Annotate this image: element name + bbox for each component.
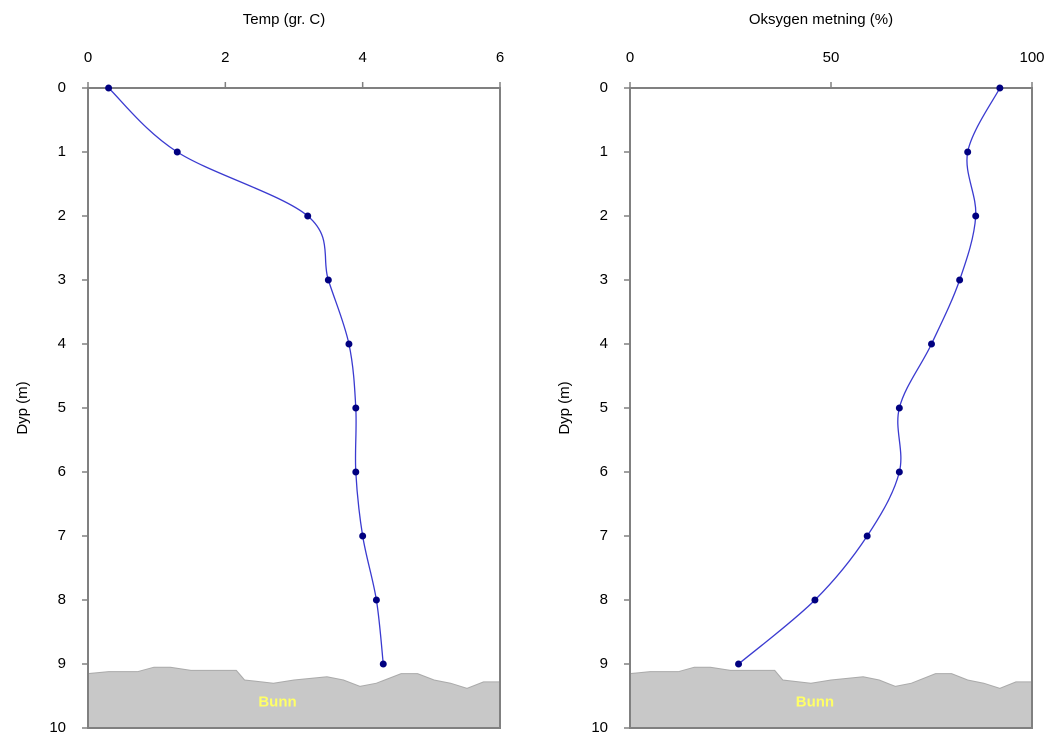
y-tick-label: 4	[600, 335, 608, 352]
y-tick-label: 2	[58, 207, 66, 224]
data-line	[108, 87, 384, 665]
y-axis-title: Dyp (m)	[14, 381, 31, 434]
y-tick-label: 7	[600, 527, 608, 544]
annotation: Bunn	[258, 693, 296, 710]
data-point	[379, 660, 387, 668]
data-point	[345, 340, 353, 348]
y-tick-label: 9	[58, 655, 66, 672]
x-tick-label: 50	[823, 49, 840, 66]
y-tick-label: 3	[600, 271, 608, 288]
data-point	[895, 404, 903, 412]
data-point	[173, 148, 181, 156]
y-tick-label: 7	[58, 527, 66, 544]
plot-frame	[629, 87, 1033, 729]
y-tick-label: 8	[58, 591, 66, 608]
y-tick-label: 10	[591, 719, 608, 736]
x-tick-label: 2	[221, 49, 229, 66]
x-tick-label: 100	[1019, 49, 1044, 66]
y-tick-label: 1	[600, 143, 608, 160]
data-point	[895, 468, 903, 476]
x-tick-label: 0	[626, 49, 634, 66]
x-tick-label: 6	[496, 49, 504, 66]
x-axis-title: Oksygen metning (%)	[749, 11, 893, 28]
data-point	[996, 84, 1004, 92]
data-point	[359, 532, 367, 540]
y-tick-label: 1	[58, 143, 66, 160]
y-tick-label: 3	[58, 271, 66, 288]
data-point	[372, 596, 380, 604]
ground	[87, 666, 501, 729]
annotation: Bunn	[796, 693, 834, 710]
data-point	[972, 212, 980, 220]
data-point	[324, 276, 332, 284]
data-point	[352, 404, 360, 412]
x-tick-label: 0	[84, 49, 92, 66]
y-tick-label: 8	[600, 591, 608, 608]
data-point	[956, 276, 964, 284]
y-tick-label: 6	[600, 463, 608, 480]
data-line	[738, 87, 1001, 665]
y-tick-label: 5	[600, 399, 608, 416]
data-point	[964, 148, 972, 156]
y-tick-label: 2	[600, 207, 608, 224]
data-point	[304, 212, 312, 220]
y-tick-label: 0	[58, 79, 66, 96]
data-point	[811, 596, 819, 604]
y-axis-title: Dyp (m)	[556, 381, 573, 434]
y-tick-label: 10	[49, 719, 66, 736]
data-point	[735, 660, 743, 668]
y-tick-label: 5	[58, 399, 66, 416]
x-tick-label: 4	[358, 49, 366, 66]
x-axis-title: Temp (gr. C)	[243, 11, 326, 28]
y-tick-label: 6	[58, 463, 66, 480]
data-point	[352, 468, 360, 476]
data-point	[105, 84, 113, 92]
y-tick-label: 9	[600, 655, 608, 672]
data-point	[928, 340, 935, 348]
plot-frame	[87, 87, 501, 729]
data-point	[863, 532, 871, 540]
ground	[629, 666, 1033, 729]
y-tick-label: 0	[600, 79, 608, 96]
y-tick-label: 4	[58, 335, 66, 352]
